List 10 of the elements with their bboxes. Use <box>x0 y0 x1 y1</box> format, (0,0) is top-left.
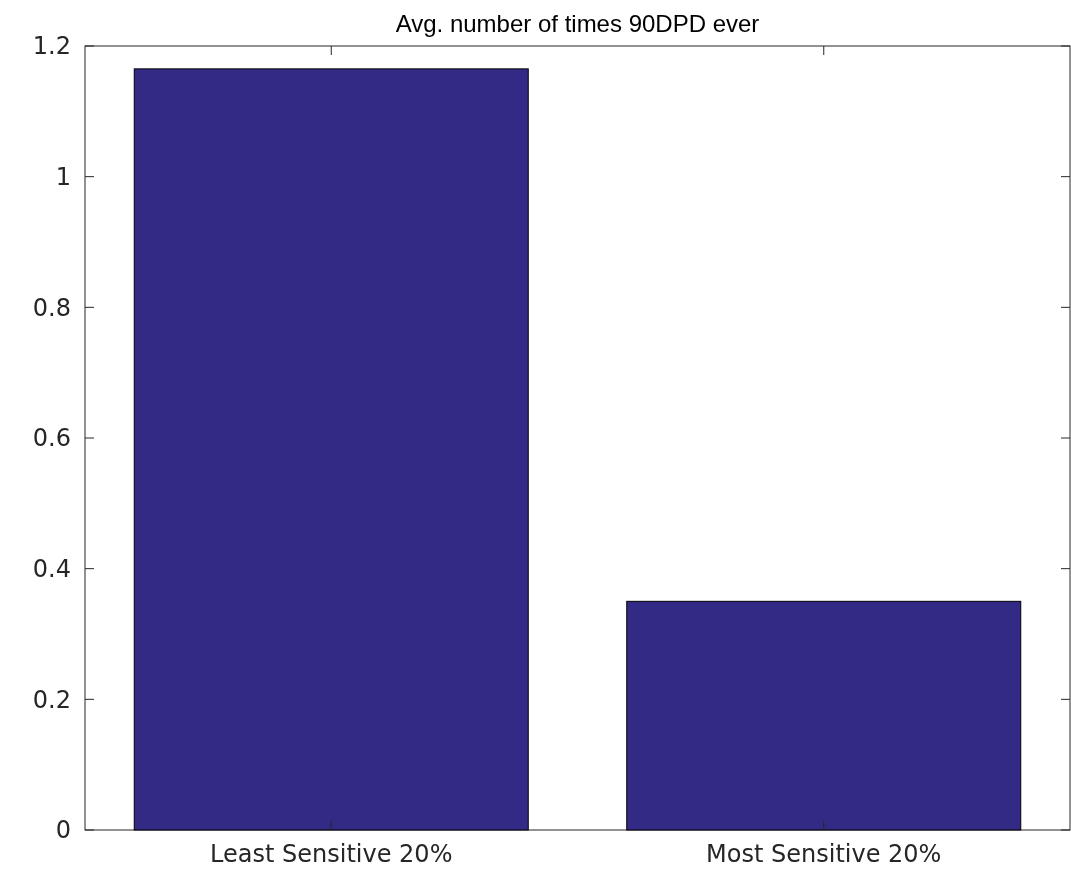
y-tick-label: 0.8 <box>32 293 71 322</box>
x-tick-label: Most Sensitive 20% <box>706 840 942 868</box>
y-tick-label: 1 <box>55 163 71 192</box>
y-tick-label: 0.6 <box>32 424 71 453</box>
y-tick-label: 0.2 <box>32 685 71 714</box>
x-tick-label: Least Sensitive 20% <box>210 840 453 868</box>
y-tick-label: 0 <box>55 816 71 845</box>
y-tick-label: 1.2 <box>32 32 71 61</box>
y-tick-label: 0.4 <box>32 555 71 584</box>
chart-title: Avg. number of times 90DPD ever <box>395 10 760 37</box>
